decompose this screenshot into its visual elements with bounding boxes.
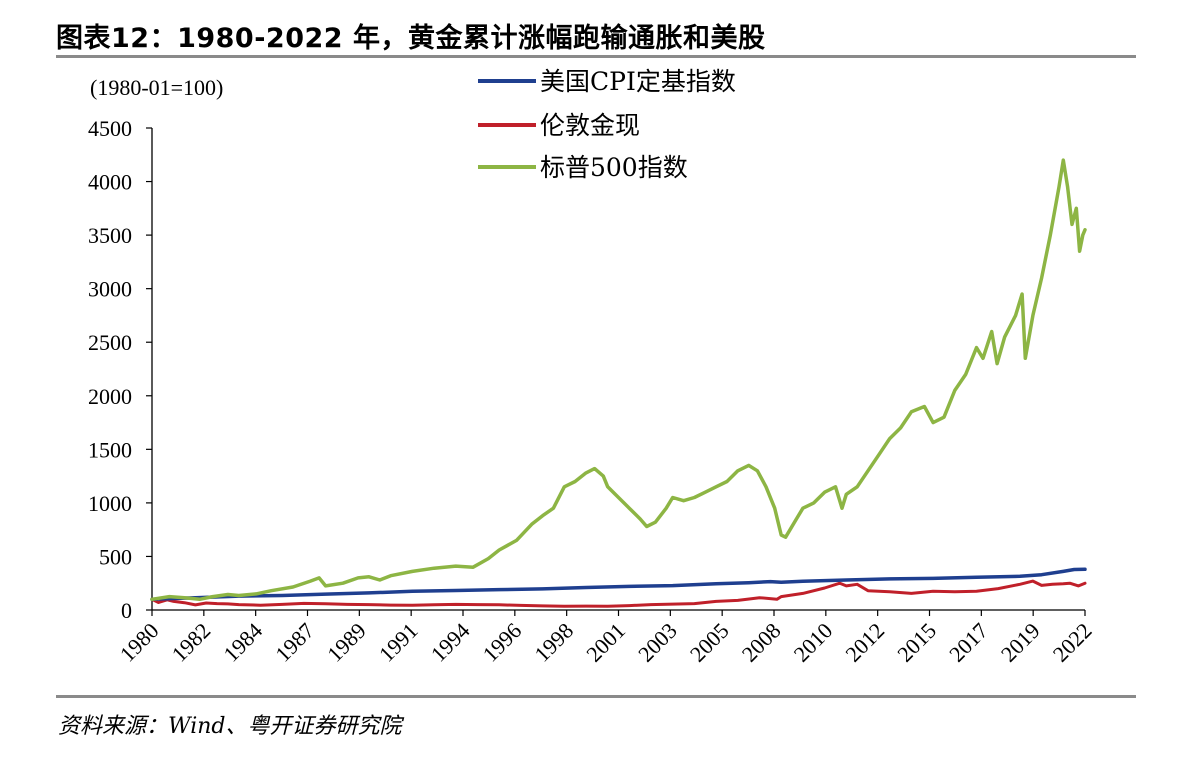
x-tick-label: 2005 [685, 618, 734, 667]
y-axis-unit-label: (1980-01=100) [90, 75, 223, 100]
chart-axes [151, 128, 1085, 611]
x-tick-label: 1982 [167, 618, 216, 667]
x-tick-label: 2001 [581, 618, 630, 667]
x-axis-ticks: 1980 1982 1984 1987 1989 1991 1994 1996 1998 2001… [115, 610, 1097, 667]
x-tick-label: 2003 [633, 618, 682, 667]
x-tick-label: 1994 [426, 618, 475, 667]
series-line [150, 567, 1087, 602]
x-tick-label: 2015 [892, 618, 941, 667]
series-lines [150, 158, 1087, 608]
series-line [150, 579, 1087, 608]
x-tick-label: 1980 [115, 618, 164, 667]
x-tick-label: 1989 [322, 618, 371, 667]
x-tick-label: 2012 [840, 618, 889, 667]
x-tick-label: 2022 [1048, 618, 1097, 667]
y-axis-ticks: 0 500 1000 1500 2000 2500 3000 3500 4000 4500 [88, 116, 152, 623]
x-tick-label: 1987 [270, 618, 319, 667]
legend-label: 美国CPI定基指数 [540, 67, 736, 96]
y-tick-label: 1500 [88, 437, 132, 462]
y-tick-label: 2000 [88, 384, 132, 409]
y-tick-label: 4000 [88, 170, 132, 195]
x-tick-label: 2008 [737, 618, 786, 667]
series-line [150, 158, 1087, 602]
y-tick-label: 500 [99, 544, 132, 569]
x-tick-label: 2010 [789, 618, 838, 667]
y-tick-label: 3000 [88, 277, 132, 302]
x-tick-label: 1984 [218, 618, 267, 667]
x-tick-label: 2017 [944, 618, 993, 667]
y-tick-label: 2500 [88, 330, 132, 355]
y-tick-label: 4500 [88, 116, 132, 141]
source-note: 资料来源：Wind、粤开证券研究院 [58, 714, 402, 739]
y-tick-label: 3500 [88, 223, 132, 248]
x-tick-label: 1998 [529, 618, 578, 667]
x-tick-label: 1996 [478, 618, 527, 667]
figure-title: 图表12：1980-2022 年，黄金累计涨幅跑输通胀和美股 [56, 23, 766, 54]
y-tick-label: 0 [121, 598, 132, 623]
legend-label: 伦敦金现 [540, 111, 640, 140]
bottom-divider [56, 695, 1136, 698]
top-divider [56, 55, 1136, 58]
x-tick-label: 2019 [996, 618, 1045, 667]
x-tick-label: 1991 [374, 618, 423, 667]
legend-label: 标普500指数 [540, 153, 688, 182]
y-tick-label: 1000 [88, 491, 132, 516]
